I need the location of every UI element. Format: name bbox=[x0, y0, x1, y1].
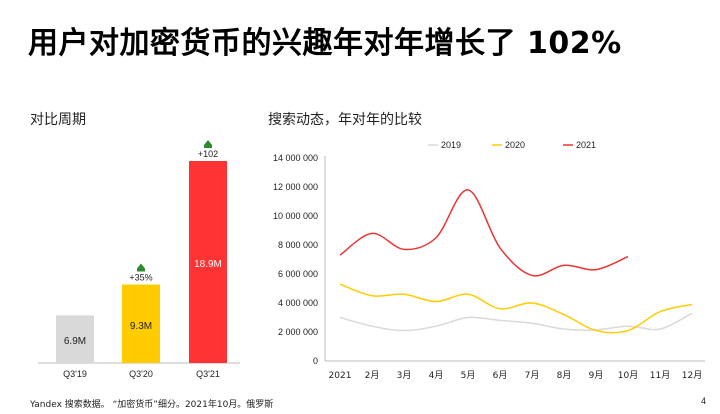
bar-Q3'21 bbox=[189, 161, 227, 363]
bar-growth-label: +102 bbox=[198, 149, 218, 159]
x-tick-label: 9月 bbox=[589, 370, 604, 381]
search-dynamics-label: 搜索动态，年对年的比较 bbox=[268, 112, 422, 128]
y-tick-label: 10 000 000 bbox=[273, 211, 318, 221]
y-tick-label: 8 000 000 bbox=[278, 240, 318, 250]
series-line-2020 bbox=[339, 283, 693, 334]
series-line-2021 bbox=[339, 189, 629, 277]
x-tick-label: 8月 bbox=[557, 370, 572, 381]
x-tick-label: 12月 bbox=[682, 370, 702, 381]
x-tick-label: 11月 bbox=[650, 370, 670, 381]
page-title: 用户对加密货币的兴趣年对年增长了 102% bbox=[28, 26, 622, 61]
x-tick-label: 4月 bbox=[429, 370, 444, 381]
legend-label: 2021 bbox=[576, 140, 596, 150]
legend-label: 2019 bbox=[441, 140, 461, 150]
page-number: 4 bbox=[700, 396, 706, 406]
y-tick-label: 14 000 000 bbox=[273, 153, 318, 163]
x-tick-label: 7月 bbox=[525, 370, 540, 381]
series-line-2019 bbox=[339, 312, 693, 332]
legend-label: 2020 bbox=[505, 140, 525, 150]
x-tick-label: 3月 bbox=[397, 370, 412, 381]
bar-value-label: 6.9M bbox=[64, 336, 86, 347]
bar-Q3'19 bbox=[56, 315, 94, 363]
bar-category-label: Q3'21 bbox=[196, 369, 220, 379]
y-tick-label: 12 000 000 bbox=[273, 182, 318, 192]
bar-value-label: 18.9M bbox=[194, 259, 222, 270]
bar-category-label: Q3'20 bbox=[129, 369, 153, 379]
x-tick-label: 5月 bbox=[461, 370, 476, 381]
source-footnote: Yandex 搜索数据。 “加密货币”细分。2021年10月。俄罗斯 bbox=[30, 400, 274, 410]
y-tick-label: 6 000 000 bbox=[278, 269, 318, 279]
bar-value-label: 9.3M bbox=[130, 321, 152, 332]
up-arrow-icon bbox=[204, 140, 212, 148]
x-tick-label: 10月 bbox=[618, 370, 638, 381]
x-tick-label: 2021 bbox=[329, 371, 352, 381]
up-arrow-icon bbox=[137, 263, 145, 272]
comparison-period-label: 对比周期 bbox=[30, 112, 86, 128]
bar-category-label: Q3'19 bbox=[63, 369, 87, 379]
y-tick-label: 2 000 000 bbox=[278, 327, 318, 337]
y-tick-label: 0 bbox=[313, 356, 318, 366]
y-tick-label: 4 000 000 bbox=[278, 298, 318, 308]
bar-growth-label: +35% bbox=[129, 273, 152, 283]
x-tick-label: 2月 bbox=[365, 370, 380, 381]
bar-Q3'20 bbox=[122, 284, 160, 363]
x-tick-label: 6月 bbox=[493, 370, 508, 381]
